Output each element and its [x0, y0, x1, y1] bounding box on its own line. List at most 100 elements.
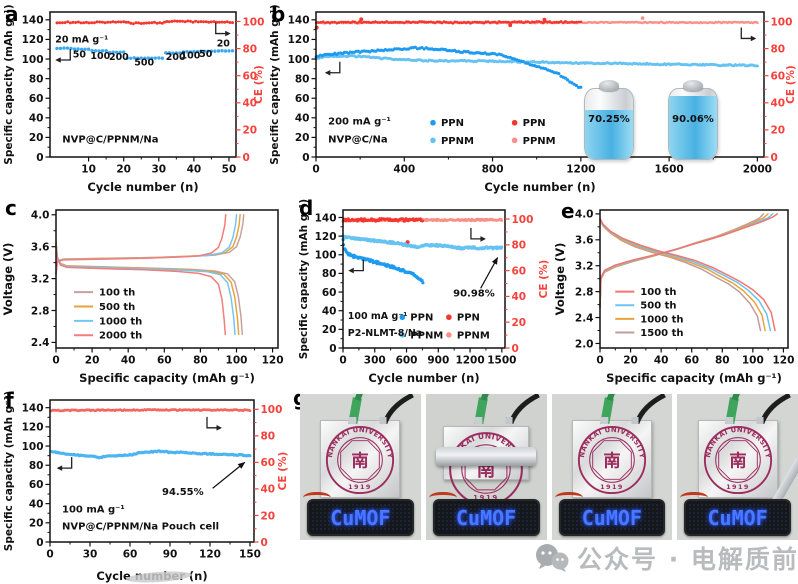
svg-text:500 th: 500 th [99, 302, 135, 313]
led-wire [554, 492, 583, 505]
svg-text:Cycle number (n): Cycle number (n) [484, 180, 595, 194]
svg-text:100: 100 [771, 16, 793, 28]
svg-text:100 mA g⁻¹: 100 mA g⁻¹ [62, 504, 125, 515]
series-1000 th [55, 214, 238, 336]
svg-text:30: 30 [151, 164, 166, 176]
svg-text:140: 140 [22, 402, 44, 414]
svg-text:南: 南 [729, 450, 746, 471]
svg-text:40: 40 [771, 98, 786, 110]
panel-label-e: e [561, 199, 575, 223]
series-2000 th [55, 214, 227, 336]
svg-text:PPN: PPN [441, 118, 464, 129]
svg-text:140: 140 [22, 15, 44, 27]
svg-text:40: 40 [121, 355, 136, 367]
svg-text:CE (%): CE (%) [538, 260, 550, 299]
svg-text:0: 0 [46, 549, 53, 561]
chart-d-cycling-nlmt: 0 300 600 900 1200 15000204060801001201400204… [298, 199, 550, 385]
svg-text:Specific capacity (mAh g⁻¹): Specific capacity (mAh g⁻¹) [3, 391, 15, 551]
svg-text:20: 20 [29, 518, 44, 530]
svg-text:100 mA g⁻¹: 100 mA g⁻¹ [348, 311, 408, 322]
svg-text:0: 0 [512, 343, 519, 355]
led-badge: CuMOF [680, 492, 791, 536]
plot-f: 0 30 60 90 120 150020406080100120140020406080… [3, 391, 289, 583]
svg-text:80: 80 [295, 73, 310, 85]
plot-d: 0 300 600 900 1200 15000204060801001201400204… [298, 199, 550, 385]
svg-text:20: 20 [295, 132, 310, 144]
svg-text:0: 0 [596, 355, 603, 367]
svg-text:1600: 1600 [654, 164, 683, 176]
svg-text:20: 20 [29, 132, 44, 144]
svg-text:10: 10 [81, 164, 96, 176]
svg-text:南: 南 [603, 450, 620, 471]
svg-text:PPNM: PPNM [441, 136, 474, 147]
svg-text:Specific capacity (mAh g⁻¹): Specific capacity (mAh g⁻¹) [298, 199, 310, 359]
svg-text:60: 60 [123, 549, 138, 561]
svg-text:60: 60 [157, 355, 172, 367]
svg-text:40: 40 [295, 113, 310, 125]
svg-text:60: 60 [29, 479, 44, 491]
led-text: CuMOF [456, 505, 517, 530]
battery-retention-label: 70.25% [588, 113, 630, 125]
series-CE-PPN [341, 217, 424, 245]
svg-text:0: 0 [36, 537, 43, 549]
plot-a: 10 20 30 40 50020406080100120140020406080100… [3, 4, 265, 194]
led-text: CuMOF [581, 505, 642, 530]
svg-text:60: 60 [29, 93, 44, 105]
svg-text:南: 南 [352, 450, 369, 471]
chart-e-voltage-profiles: 0 20 40 60 80 100 120 2.0 2.4 2.8 3.2 3.6 4.0 Specifi… [553, 209, 794, 385]
svg-text:PPN: PPN [523, 118, 546, 129]
svg-text:3.6: 3.6 [31, 241, 50, 253]
svg-text:20: 20 [512, 317, 527, 329]
svg-text:60: 60 [322, 287, 337, 299]
svg-text:500 th: 500 th [640, 301, 676, 312]
svg-text:Cycle number (n): Cycle number (n) [87, 180, 198, 194]
svg-text:20: 20 [623, 355, 638, 367]
watermark: 公众号 · 电解质前沿 [534, 540, 798, 576]
plot-e: 0 20 40 60 80 100 120 2.0 2.4 2.8 3.2 3.6 4.0 Specifi… [553, 209, 794, 385]
svg-text:100: 100 [512, 214, 534, 226]
svg-text:0: 0 [52, 355, 59, 367]
svg-text:Specific capacity (mAh g⁻¹): Specific capacity (mAh g⁻¹) [269, 4, 281, 164]
svg-text:P2-NLMT-8/Na: P2-NLMT-8/Na [348, 328, 422, 339]
svg-text:50: 50 [199, 49, 213, 60]
svg-text:2.4: 2.4 [31, 337, 50, 349]
svg-text:NVP@C/PPNM/Na: NVP@C/PPNM/Na [62, 134, 158, 145]
clip-leads [725, 394, 792, 424]
series-1000 th [599, 213, 769, 332]
svg-text:40: 40 [322, 306, 337, 318]
svg-text:Specific capacity (mAh g⁻¹): Specific capacity (mAh g⁻¹) [79, 371, 255, 385]
svg-text:60: 60 [684, 355, 699, 367]
svg-text:0: 0 [302, 152, 309, 164]
svg-text:120: 120 [772, 355, 794, 367]
battery-icon-ppnm: 90.06% [668, 80, 718, 160]
svg-text:60: 60 [295, 93, 310, 105]
svg-text:94.55%: 94.55% [162, 487, 204, 498]
svg-text:Cycle number (n): Cycle number (n) [368, 371, 479, 385]
series-PPNM [314, 54, 759, 68]
svg-text:40: 40 [654, 355, 669, 367]
clip-leads [599, 394, 666, 424]
svg-text:1919: 1919 [600, 483, 624, 491]
svg-text:50: 50 [73, 50, 87, 61]
svg-text:1200: 1200 [566, 164, 595, 176]
battery-cap [599, 80, 619, 91]
svg-text:20 mA g⁻¹: 20 mA g⁻¹ [55, 34, 108, 45]
svg-text:100: 100 [243, 16, 265, 28]
series-500 th [599, 213, 774, 332]
svg-text:2000 th: 2000 th [99, 331, 142, 342]
svg-text:2.8: 2.8 [31, 305, 50, 317]
svg-text:2000: 2000 [743, 164, 772, 176]
svg-text:20: 20 [261, 510, 276, 522]
svg-text:60: 60 [771, 70, 786, 82]
wechat-icon [536, 544, 569, 572]
svg-text:60: 60 [512, 265, 527, 277]
led-wire [303, 492, 331, 505]
led-text: CuMOF [707, 505, 768, 530]
svg-text:90.98%: 90.98% [453, 289, 495, 300]
svg-text:30: 30 [83, 549, 98, 561]
svg-text:60: 60 [243, 70, 258, 82]
chart-c-voltage-profiles: 0 20 40 60 80 100 120 2.4 2.8 3.2 3.6 4.0 Specific c… [1, 209, 284, 385]
